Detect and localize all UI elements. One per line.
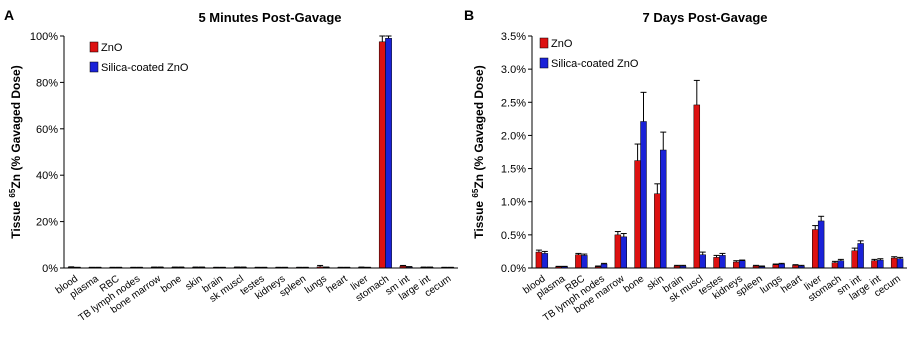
panel-b-bar — [837, 260, 845, 269]
panel-b-bar — [812, 229, 819, 269]
panel-b-bar — [634, 160, 641, 269]
panel-a-y-tick-label: 80% — [36, 77, 58, 89]
panel-b-bar — [733, 261, 740, 269]
panel-a-legend-label: Silica-coated ZnO — [101, 62, 189, 74]
panel-b-bar — [719, 255, 726, 269]
panel-a-y-tick-label: 100% — [30, 31, 58, 43]
panel-b-bar — [738, 260, 746, 269]
panel-b-bar — [877, 259, 884, 269]
panel-b-bar — [660, 149, 667, 269]
panel-b-y-tick-label: 3.0% — [501, 64, 526, 76]
panel-b-bar — [581, 255, 588, 269]
panel-b-legend-swatch — [539, 57, 549, 69]
panel-b-bar — [896, 258, 904, 269]
panel-a-y-tick-label: 0% — [42, 263, 58, 275]
panel-b: B 7 Days Post-Gavage Tissue 65Zn (% Gava… — [464, 7, 907, 324]
panel-b-letter: B — [464, 7, 474, 23]
panel-b-bar — [600, 263, 608, 269]
panel-b-bar — [778, 263, 785, 269]
panel-a-y-tick-label: 60% — [36, 124, 58, 136]
panel-b-bar — [871, 260, 878, 269]
panel-b-bar — [654, 193, 661, 269]
panel-b-legend-label: ZnO — [551, 38, 573, 50]
panel-b-legend-label: Silica-coated ZnO — [551, 58, 639, 70]
panel-b-y-tick-label: 2.0% — [501, 130, 526, 142]
panel-b-bar — [693, 104, 701, 269]
panel-b-y-tick-label: 1.0% — [501, 197, 526, 209]
panel-b-title: 7 Days Post-Gavage — [642, 10, 767, 25]
panel-a-title: 5 Minutes Post-Gavage — [198, 10, 341, 25]
panel-b-bar — [831, 262, 839, 269]
panel-a-legend-label: ZnO — [101, 42, 123, 54]
panel-a-bar — [385, 38, 392, 269]
panel-b-y-tick-label: 0.0% — [501, 263, 526, 275]
panel-b-bar — [620, 236, 627, 269]
panel-b-bar — [541, 253, 549, 269]
panel-b-bar — [575, 254, 582, 269]
panel-a-y-axis-label: Tissue 65Zn (% Gavaged Dose) — [8, 65, 23, 238]
panel-b-bar — [857, 243, 864, 269]
panel-b-bar — [640, 121, 647, 269]
panel-a-legend-swatch — [89, 41, 99, 53]
panel-a-legend-swatch — [89, 61, 99, 73]
panel-b-bar — [713, 257, 720, 269]
panel-a-letter: A — [4, 7, 14, 23]
panel-b-bar — [614, 234, 622, 269]
panel-b-bar — [817, 220, 825, 269]
panel-b-y-tick-label: 0.5% — [501, 230, 526, 242]
panel-b-bar — [890, 257, 898, 269]
panel-a-bar — [378, 41, 386, 269]
panel-a-y-tick-label: 20% — [36, 217, 58, 229]
panel-b-y-tick-label: 2.5% — [501, 97, 526, 109]
panel-b-legend-swatch — [539, 37, 549, 49]
panel-b-bar — [851, 250, 858, 269]
panel-b-y-tick-label: 1.5% — [501, 164, 526, 176]
panel-b-bar — [535, 251, 543, 269]
panel-b-y-axis-label: Tissue 65Zn (% Gavaged Dose) — [471, 65, 486, 238]
panel-b-y-tick-label: 3.5% — [501, 31, 526, 43]
panel-b-bar — [699, 254, 706, 269]
panel-a-y-tick-label: 40% — [36, 170, 58, 182]
